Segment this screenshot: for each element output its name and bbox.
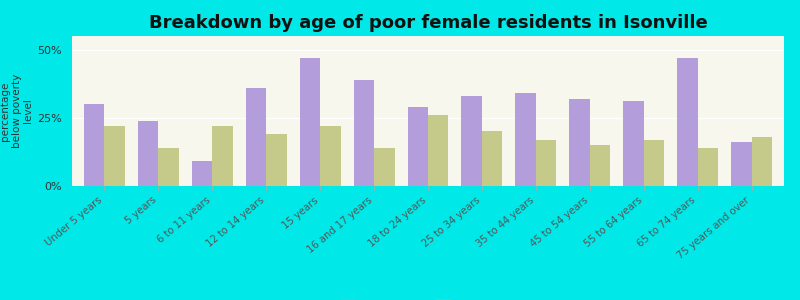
Bar xyxy=(138,121,158,186)
Bar xyxy=(462,96,482,186)
Bar xyxy=(407,107,428,186)
Bar xyxy=(212,126,233,186)
Bar xyxy=(266,134,286,186)
Bar xyxy=(698,148,718,186)
Bar xyxy=(590,145,610,186)
Bar xyxy=(320,126,341,186)
Bar xyxy=(515,93,536,186)
Bar xyxy=(623,101,644,186)
Bar xyxy=(644,140,664,186)
Bar xyxy=(84,104,104,186)
Bar xyxy=(482,131,502,186)
Bar xyxy=(374,148,394,186)
Bar xyxy=(300,58,320,186)
Bar xyxy=(104,126,125,186)
Bar xyxy=(536,140,556,186)
Bar xyxy=(752,137,772,186)
Bar xyxy=(677,58,698,186)
Bar xyxy=(158,148,179,186)
Bar xyxy=(246,88,266,186)
Bar xyxy=(731,142,752,186)
Bar xyxy=(192,161,212,186)
Bar xyxy=(354,80,374,186)
Title: Breakdown by age of poor female residents in Isonville: Breakdown by age of poor female resident… xyxy=(149,14,707,32)
Bar xyxy=(570,99,590,186)
Bar xyxy=(428,115,449,186)
Y-axis label: percentage
below poverty
level: percentage below poverty level xyxy=(0,74,34,148)
